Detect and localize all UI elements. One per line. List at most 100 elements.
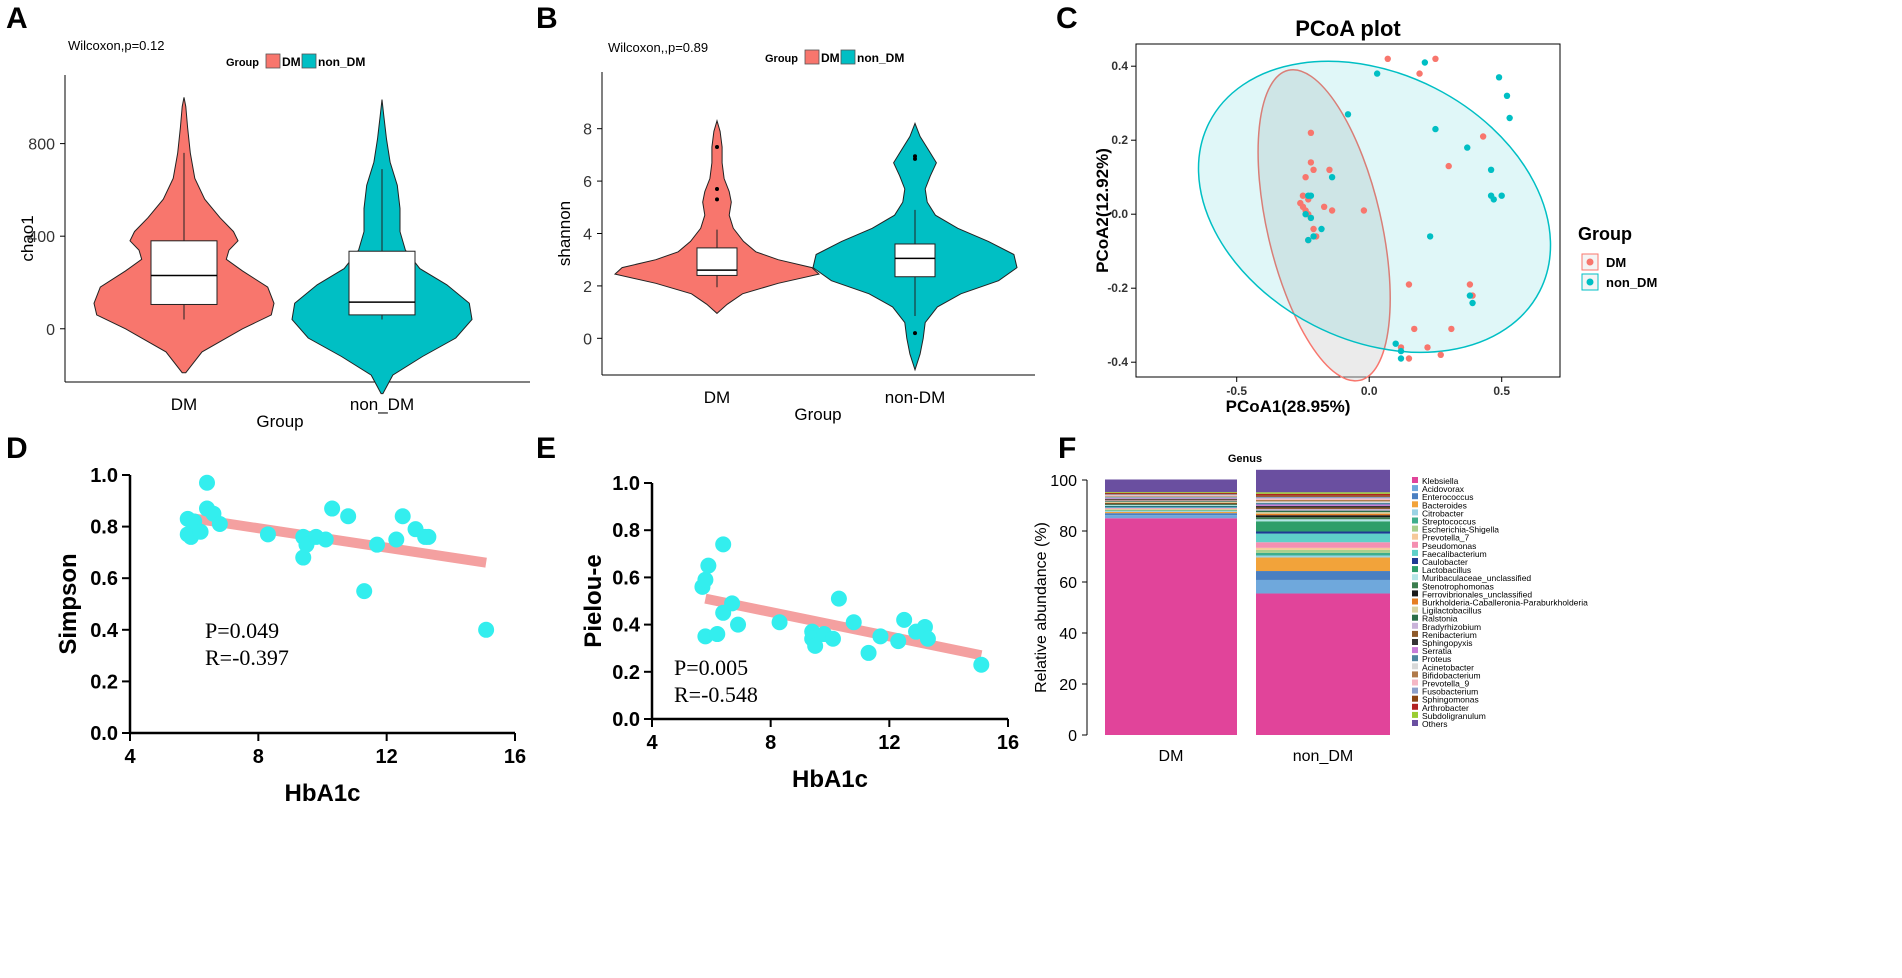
y-tick-label: 0.0 <box>1111 207 1128 221</box>
legend-key <box>1412 639 1418 645</box>
x-tick-label: 4 <box>646 732 658 754</box>
y-tick-label: 0 <box>583 331 592 348</box>
bar-segment <box>1105 492 1237 494</box>
data-point <box>700 557 717 574</box>
bar-segment <box>1105 513 1237 516</box>
legend-key <box>1412 606 1418 613</box>
y-tick-label: 0.8 <box>612 520 640 542</box>
legend-key <box>1412 501 1418 508</box>
bar-segment <box>1256 504 1390 507</box>
point-non_dm <box>1498 192 1505 199</box>
x-tick-label: 0.0 <box>1361 384 1378 398</box>
data-point <box>845 614 862 631</box>
box <box>696 247 738 276</box>
point-non_dm <box>1307 214 1315 222</box>
bar-segment <box>1105 511 1237 514</box>
bar-segment <box>1105 479 1237 492</box>
bar-segment <box>1105 495 1237 497</box>
y-tick-label: 0.6 <box>90 568 118 590</box>
panel-f: 0 20 40 60 80 100 Genus Relative abundance (%) D… <box>1033 453 1588 765</box>
bar-segment <box>1256 555 1390 558</box>
bar-segment <box>1105 501 1237 503</box>
data-point <box>317 531 334 548</box>
legend-label: non_DM <box>1606 275 1657 290</box>
point-non_dm <box>1397 355 1405 362</box>
bar-segment <box>1256 495 1390 497</box>
legend-label: Fusobacterium <box>1422 687 1478 697</box>
legend-key-dm <box>265 53 281 69</box>
panel-letter-b: B <box>536 2 558 35</box>
bar-segment <box>1105 491 1237 493</box>
legend-key <box>1412 720 1418 726</box>
legend-key <box>1412 549 1418 556</box>
bar-segment <box>1256 521 1390 532</box>
data-point <box>890 633 907 650</box>
legend-label: Pseudomonas <box>1422 541 1476 551</box>
data-point <box>724 595 741 612</box>
stat-annotation: R=-0.548 <box>674 682 758 707</box>
point-non_dm <box>1392 340 1399 347</box>
y-tick-label: 1.0 <box>90 465 118 487</box>
data-point <box>697 628 714 645</box>
bar-segment <box>1256 469 1390 493</box>
x-tick-label: non-DM <box>885 388 945 407</box>
bar-segment <box>1256 515 1390 518</box>
point-dm <box>1326 166 1333 173</box>
x-tick-label: 8 <box>765 732 776 754</box>
legend-label: Ferrovibrionales_unclassified <box>1422 589 1532 599</box>
bar-segment <box>1256 552 1390 556</box>
legend-key <box>1412 622 1418 629</box>
data-point <box>356 583 373 600</box>
data-point <box>394 508 411 525</box>
legend-key <box>1412 574 1418 581</box>
legend-key <box>1412 582 1418 589</box>
y-tick-label: 0.6 <box>612 567 640 589</box>
point-dm <box>1307 159 1315 166</box>
x-tick-label: non_DM <box>350 395 414 414</box>
bar-segment <box>1105 497 1237 499</box>
y-tick-label: 80 <box>1059 524 1077 541</box>
x-axis-label: HbA1c <box>792 766 868 793</box>
bar-segment <box>1105 499 1237 501</box>
point-dm <box>1448 325 1455 333</box>
legend-key <box>1412 679 1418 686</box>
data-point <box>211 516 228 533</box>
outlier-point <box>913 331 917 336</box>
data-point <box>697 571 714 588</box>
legend-label: DM <box>821 51 840 65</box>
legend-key <box>1412 695 1418 702</box>
data-point <box>771 614 788 631</box>
legend-key <box>1412 558 1418 564</box>
legend-label: Arthrobacter <box>1422 703 1469 713</box>
legend-label: Sphingopyxis <box>1422 638 1473 648</box>
data-point <box>896 611 913 628</box>
legend-key <box>1412 541 1418 548</box>
y-tick-label: 0.4 <box>612 615 641 637</box>
bar-segment <box>1256 557 1390 572</box>
data-point <box>860 644 877 661</box>
bar-segment <box>1105 505 1237 507</box>
y-tick-label: 0 <box>46 322 55 339</box>
legend-key <box>1412 509 1418 516</box>
point-dm <box>1328 207 1336 214</box>
bar-segment <box>1105 501 1237 502</box>
point-dm <box>1424 344 1431 351</box>
x-tick-label: DM <box>1159 748 1184 765</box>
data-point <box>295 549 312 566</box>
y-tick-label: 0 <box>1068 728 1077 745</box>
bar-segment <box>1256 579 1390 594</box>
x-tick-label: 8 <box>253 746 264 768</box>
y-tick-label: -0.2 <box>1107 281 1128 295</box>
data-point <box>199 474 215 491</box>
outlier-point <box>715 145 719 150</box>
stat-annotation: P=0.005 <box>674 655 748 680</box>
x-tick-label: 12 <box>376 746 398 768</box>
panel-c: PCoA plot -0.5 0.0 0.5 -0.4 -0.2 0.0 0.2 0.4 PCoA… <box>1093 16 1657 416</box>
bar-segment <box>1256 498 1390 500</box>
y-tick-label: -0.4 <box>1107 355 1128 369</box>
bar-segment <box>1105 504 1237 506</box>
y-tick-label: 100 <box>1050 473 1077 490</box>
box <box>348 250 416 316</box>
legend-label: Others <box>1422 719 1448 729</box>
legend-label: Renibacterium <box>1422 630 1477 640</box>
